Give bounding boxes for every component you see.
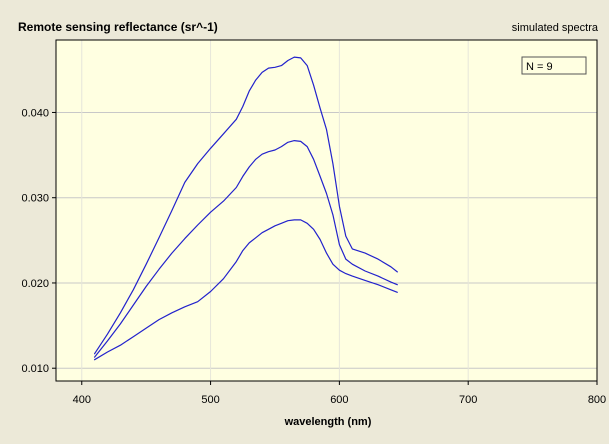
chart-subtitle: simulated spectra [512,22,599,34]
x-tick-label: 800 [588,394,606,406]
legend: N = 9 [521,56,587,75]
series-layer [93,56,398,361]
plot-frame [55,39,598,382]
y-tick-label: 0.030 [21,193,49,205]
series-line-1 [93,56,398,355]
y-tick-label: 0.020 [21,278,49,290]
legend-label: N = 9 [526,61,553,73]
x-axis-label: wavelength (nm) [284,416,372,428]
y-tick-label: 0.010 [21,363,49,375]
x-tick-label: 700 [459,394,477,406]
series-line-3 [93,219,398,361]
grid-layer [56,40,598,381]
series-line-2 [93,140,398,358]
chart-title: Remote sensing reflectance (sr^-1) [18,20,218,34]
plot-area [56,40,597,381]
x-tick-label: 600 [330,394,348,406]
axis-layer: 0.010 0.020 0.030 0.040 400 500 600 700 800 [21,39,606,406]
legend-box [521,56,587,75]
x-tick-label: 400 [73,394,91,406]
y-tick-label: 0.040 [21,107,49,119]
x-tick-label: 500 [201,394,219,406]
